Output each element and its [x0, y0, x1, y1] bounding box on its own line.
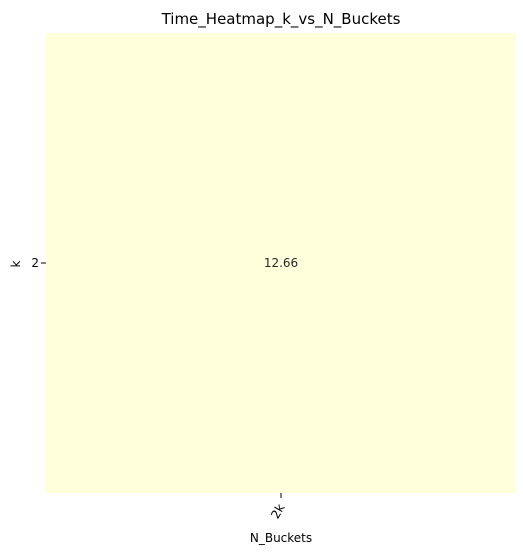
chart-title: Time_Heatmap_k_vs_N_Buckets: [161, 10, 401, 29]
heatmap-cells: 12.66: [46, 33, 516, 493]
x-tick-label: 2k: [268, 501, 287, 521]
y-axis-label: k: [9, 260, 23, 267]
cell-value-label: 12.66: [264, 256, 298, 270]
heatmap-cell: [46, 33, 516, 493]
y-tick-label: 2: [31, 256, 39, 270]
y-axis-ticks: 2: [31, 256, 46, 270]
x-axis-ticks: 2k: [268, 493, 288, 521]
x-axis-label: N_Buckets: [250, 531, 312, 545]
